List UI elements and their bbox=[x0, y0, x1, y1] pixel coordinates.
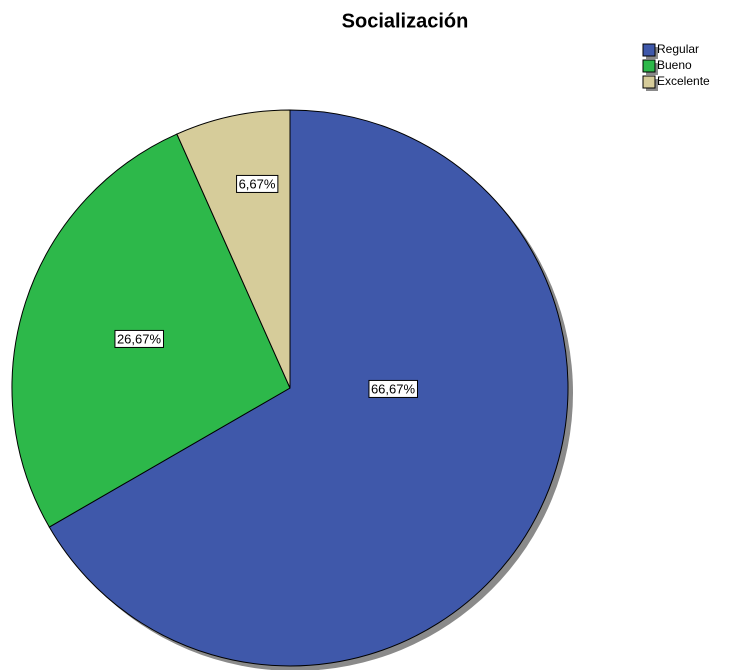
legend-label: Excelente bbox=[657, 74, 710, 88]
data-label: 26,67% bbox=[114, 329, 164, 348]
legend-swatch bbox=[642, 59, 656, 73]
pie-slice bbox=[48, 109, 569, 667]
data-label-box bbox=[236, 174, 279, 193]
data-label-box bbox=[368, 379, 418, 398]
data-label-text: 66,67% bbox=[371, 381, 416, 396]
chart-title: Socialización bbox=[342, 10, 469, 32]
data-label-text: 26,67% bbox=[117, 331, 162, 346]
data-label: 6,67% bbox=[236, 174, 279, 193]
data-label: 66,67% bbox=[368, 379, 418, 398]
legend-label: Bueno bbox=[657, 58, 692, 72]
legend-label: Regular bbox=[657, 42, 699, 56]
data-label-text: 6,67% bbox=[239, 176, 276, 191]
legend-swatch bbox=[642, 43, 656, 57]
data-label-box bbox=[114, 329, 164, 348]
legend-swatch bbox=[642, 75, 656, 89]
